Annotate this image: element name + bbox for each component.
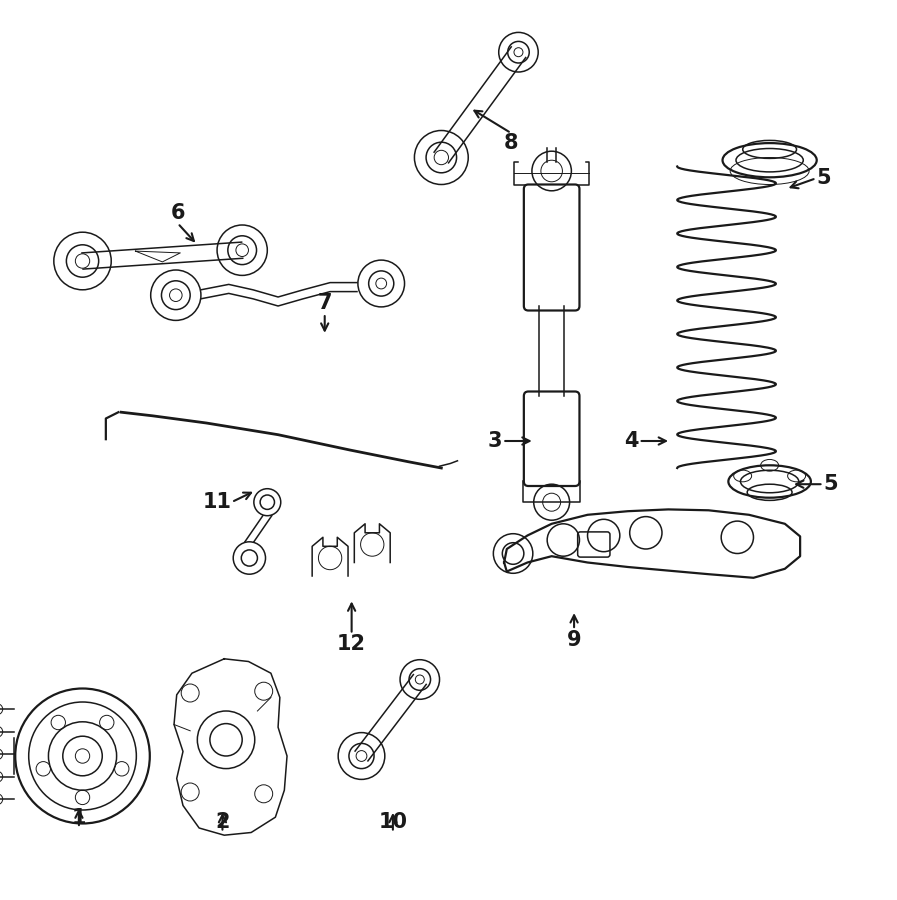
Text: 12: 12 [337, 634, 366, 654]
Text: 5: 5 [823, 474, 838, 494]
Text: 8: 8 [504, 133, 518, 153]
Text: 5: 5 [816, 168, 831, 188]
Text: 11: 11 [203, 492, 231, 512]
Text: 1: 1 [72, 808, 86, 828]
Text: 6: 6 [170, 203, 185, 223]
Text: 2: 2 [215, 813, 230, 833]
Text: 10: 10 [379, 813, 407, 833]
Text: 3: 3 [488, 431, 502, 451]
Text: 7: 7 [318, 293, 332, 313]
Text: 9: 9 [567, 630, 581, 650]
Text: 4: 4 [624, 431, 639, 451]
